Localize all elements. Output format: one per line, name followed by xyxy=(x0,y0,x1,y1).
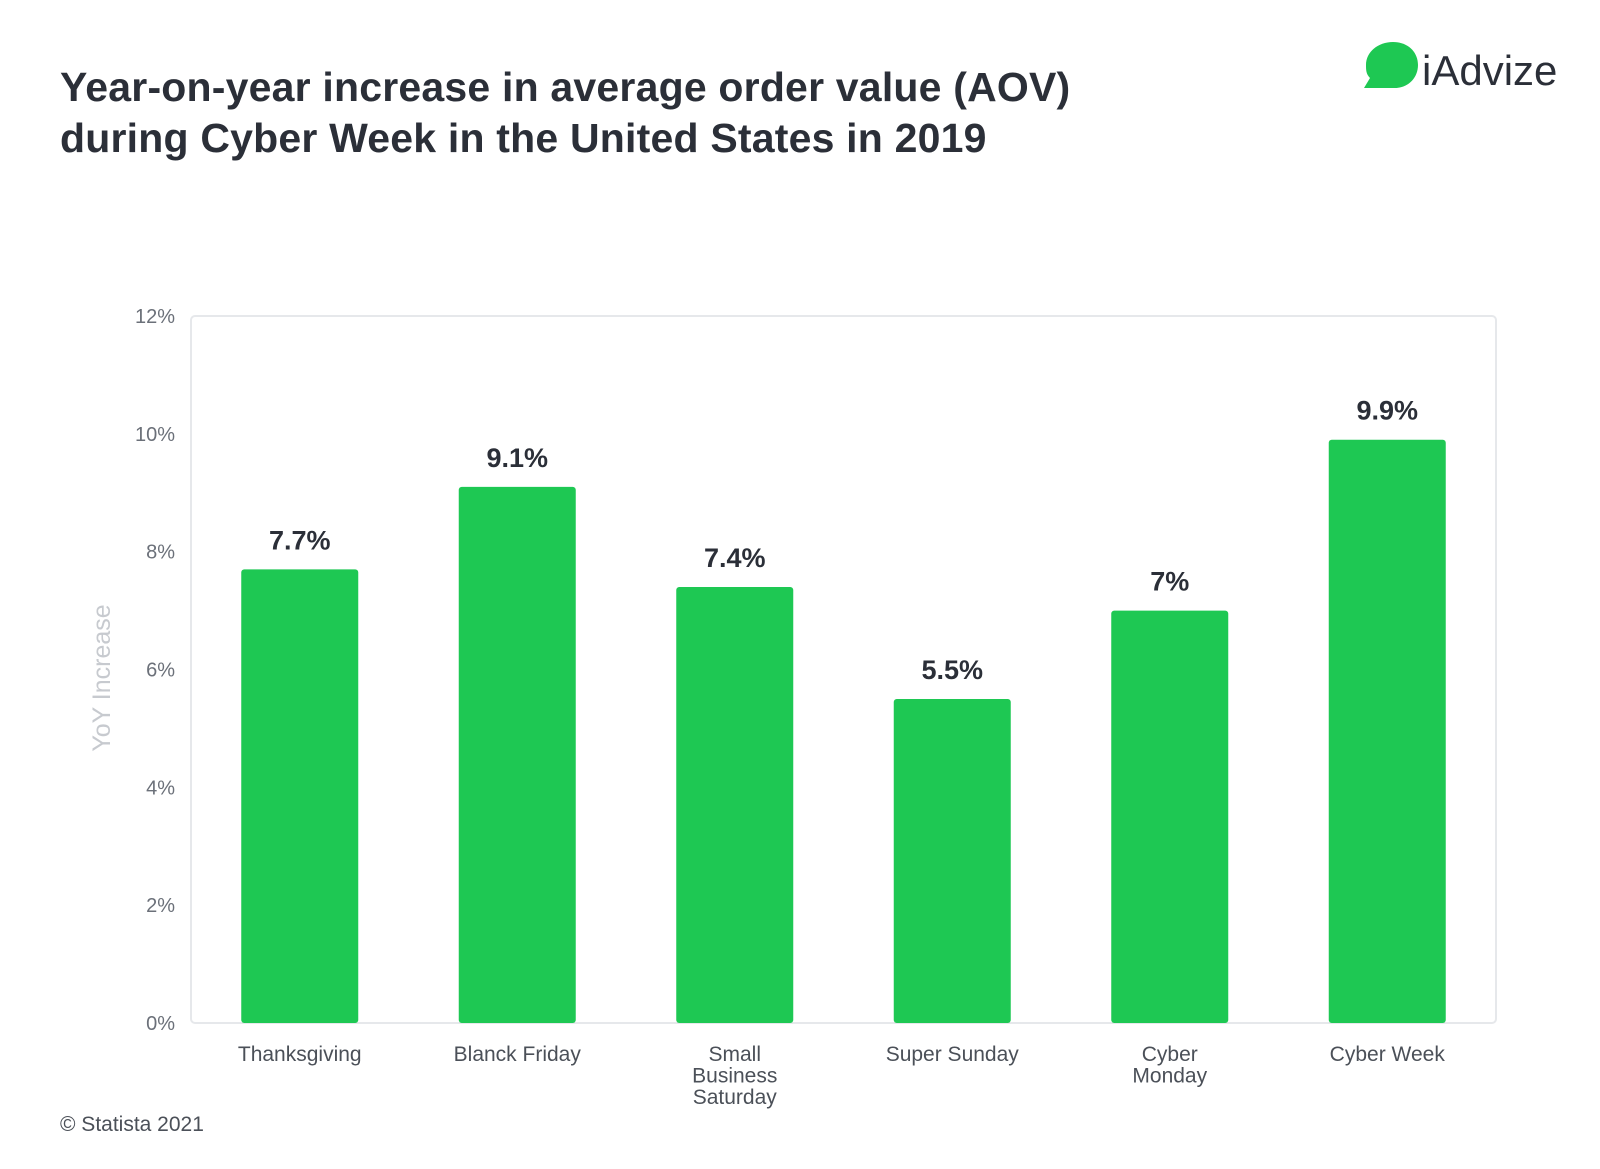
y-tick-label: 2% xyxy=(146,895,175,917)
bar xyxy=(458,486,576,1023)
x-tick-label: Small xyxy=(708,1043,761,1066)
chart-title-line-2: during Cyber Week in the United States i… xyxy=(60,115,987,161)
brand-logo: iAdvize xyxy=(1360,38,1590,102)
y-tick-label: 10% xyxy=(135,424,175,446)
x-tick-label: Blanck Friday xyxy=(454,1043,582,1066)
x-tick-label: Thanksgiving xyxy=(238,1043,362,1066)
chart-title: Year-on-year increase in average order v… xyxy=(60,62,1240,164)
bar-value-label: 9.1% xyxy=(486,443,548,473)
x-tick-label: Super Sunday xyxy=(886,1043,1020,1066)
bar-value-label: 7.4% xyxy=(704,543,766,573)
bar xyxy=(241,569,359,1023)
bar xyxy=(676,587,794,1023)
bar-value-label: 9.9% xyxy=(1356,396,1418,426)
x-tick-label: Cyber Week xyxy=(1330,1043,1446,1066)
chart-title-line-1: Year-on-year increase in average order v… xyxy=(60,64,1071,110)
x-tick-label: Monday xyxy=(1132,1065,1207,1088)
bar-value-label: 7.7% xyxy=(269,525,331,555)
y-tick-label: 8% xyxy=(146,542,175,564)
x-tick-label: Cyber xyxy=(1142,1043,1198,1066)
speech-bubble-icon xyxy=(1364,42,1418,88)
bar-value-label: 7% xyxy=(1150,567,1189,597)
y-axis-label: YoY Increase xyxy=(88,604,116,751)
bar xyxy=(893,698,1011,1023)
y-tick-label: 6% xyxy=(146,660,175,682)
plot-area-frame xyxy=(190,315,1497,1024)
bar xyxy=(1111,610,1229,1023)
x-tick-label: Business xyxy=(692,1065,777,1088)
brand-name: iAdvize xyxy=(1422,47,1558,94)
x-tick-label: Saturday xyxy=(693,1086,778,1109)
source-credit: © Statista 2021 xyxy=(60,1113,204,1136)
y-tick-label: 12% xyxy=(135,306,175,328)
bar-value-label: 5.5% xyxy=(921,655,983,685)
y-tick-label: 0% xyxy=(146,1013,175,1035)
y-tick-label: 4% xyxy=(146,777,175,799)
bar xyxy=(1328,439,1446,1024)
